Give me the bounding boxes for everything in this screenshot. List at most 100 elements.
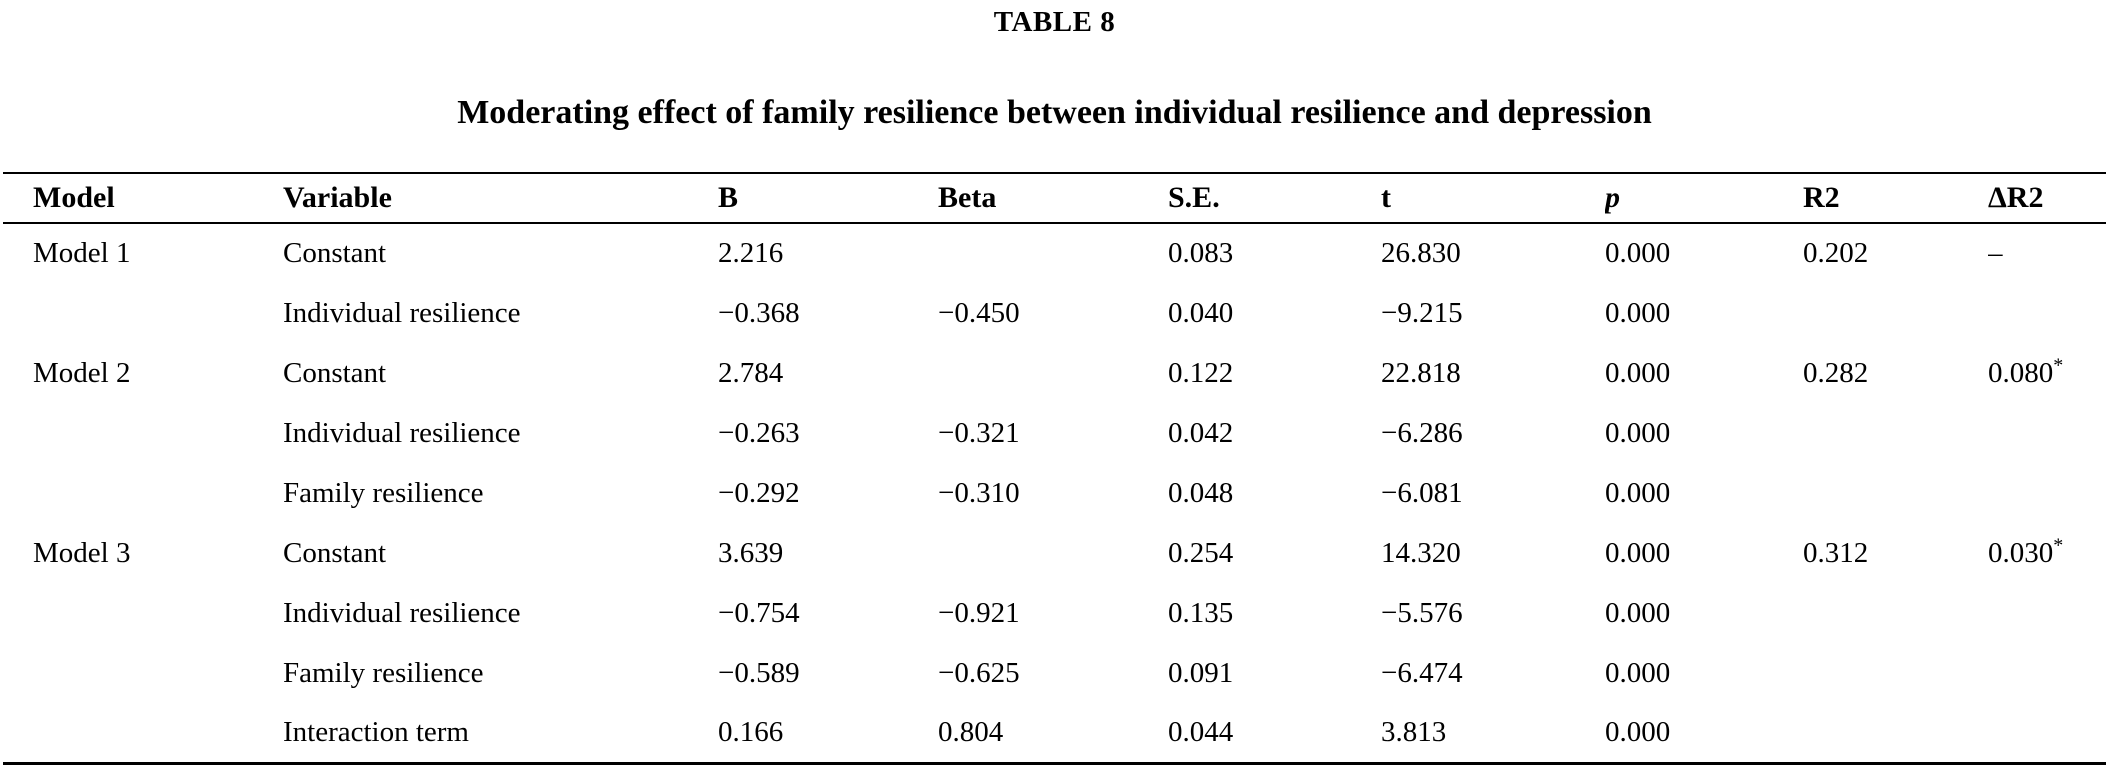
table-cell [1988, 403, 2106, 463]
table-cell: 0.122 [1168, 356, 1234, 389]
table-cell: −9.215 [1381, 296, 1463, 329]
table-cell: 0.804 [938, 715, 1004, 748]
column-header-p: p [1605, 181, 1620, 214]
table-cell [938, 523, 1168, 583]
table-cell: – [1988, 237, 2003, 269]
table-row: Family resilience −0.292 −0.310 0.048 −6.081… [3, 463, 2106, 523]
significance-asterisk: * [2053, 353, 2064, 376]
table-row: Individual resilience −0.263 −0.321 0.042 −6… [3, 403, 2106, 463]
table-cell: 0.000 [1605, 656, 1671, 689]
table-cell [1803, 403, 1988, 463]
table-cell: −0.292 [718, 476, 800, 509]
table-cell: −0.368 [718, 296, 800, 329]
table-cell: Model 3 [33, 536, 131, 569]
table-cell: 0.000 [1605, 476, 1671, 509]
table-cell: −6.081 [1381, 476, 1463, 509]
table-cell: 0.080* [1988, 353, 2064, 389]
table-cell: 2.784 [718, 356, 784, 389]
table-cell: 0.044 [1168, 715, 1234, 748]
table-cell: −6.474 [1381, 656, 1463, 689]
table-cell [1803, 463, 1988, 523]
table-cell: 0.282 [1803, 356, 1869, 389]
column-header-r2: ΔR2 [1988, 181, 2044, 214]
table-cell [1988, 703, 2106, 763]
table-cell: 0.083 [1168, 237, 1234, 269]
table-cell: 0.312 [1803, 536, 1869, 569]
table-cell: 22.818 [1381, 356, 1461, 389]
table-cell [1988, 463, 2106, 523]
table-row: Interaction term 0.166 0.804 0.044 3.813 0.00… [3, 703, 2106, 763]
table-cell: 0.000 [1605, 536, 1671, 569]
table-cell: 0.030* [1988, 533, 2064, 569]
results-table: Model Variable B Beta S.E. t p R2 ΔR2 Model 1 Con… [3, 172, 2106, 765]
table-cell [938, 223, 1168, 283]
table-cell: Individual resilience [283, 296, 521, 329]
table-cell [1803, 283, 1988, 343]
table-cell: 0.000 [1605, 237, 1671, 269]
table-cell: −0.589 [718, 656, 800, 689]
table-body: Model 1 Constant 2.216 0.083 26.830 0.000 0.20… [3, 223, 2106, 763]
table-cell: −6.286 [1381, 416, 1463, 449]
table-cell [1803, 643, 1988, 703]
header-row: Model Variable B Beta S.E. t p R2 ΔR2 [3, 173, 2106, 223]
column-header-s-e: S.E. [1168, 181, 1220, 214]
table-cell: 0.000 [1605, 296, 1671, 329]
table-cell [938, 343, 1168, 403]
table-cell: Model 2 [33, 356, 131, 389]
table-cell: 0.000 [1605, 596, 1671, 629]
table-cell [3, 463, 283, 523]
table-cell: 0.040 [1168, 296, 1234, 329]
table-cell: −0.263 [718, 416, 800, 449]
column-header-model: Model [33, 181, 115, 214]
table-row: Individual resilience −0.368 −0.450 0.040 −9… [3, 283, 2106, 343]
table-cell [1988, 643, 2106, 703]
table-cell: −0.754 [718, 596, 800, 629]
table-row: Family resilience −0.589 −0.625 0.091 −6.474… [3, 643, 2106, 703]
table-cell: −0.450 [938, 296, 1020, 329]
table-cell: Interaction term [283, 715, 469, 748]
table-cell: 3.813 [1381, 715, 1447, 748]
table-cell: 0.254 [1168, 536, 1234, 569]
column-header-t: t [1381, 181, 1391, 214]
table-cell: −0.625 [938, 656, 1020, 689]
table-cell: Individual resilience [283, 416, 521, 449]
table-cell [3, 403, 283, 463]
table-cell: Individual resilience [283, 596, 521, 629]
table-cell: Constant [283, 536, 387, 569]
table-cell [3, 583, 283, 643]
table-cell: Family resilience [283, 476, 484, 509]
table-cell [1988, 283, 2106, 343]
column-header-variable: Variable [283, 181, 392, 214]
table-cell: 26.830 [1381, 237, 1461, 269]
column-header-r2: R2 [1803, 181, 1840, 214]
table-row: Model 2 Constant 2.784 0.122 22.818 0.000 0.28… [3, 343, 2106, 403]
table-cell [3, 703, 283, 763]
table-cell: 0.000 [1605, 356, 1671, 389]
table-cell [1803, 703, 1988, 763]
table-cell: 0.000 [1605, 715, 1671, 748]
column-header-beta: Beta [938, 181, 997, 214]
table-cell: 2.216 [718, 237, 784, 269]
table-cell: 0.091 [1168, 656, 1234, 689]
table-caption: Moderating effect of family resilience b… [457, 94, 1652, 131]
table-row: Model 1 Constant 2.216 0.083 26.830 0.000 0.20… [3, 223, 2106, 283]
column-header-b: B [718, 181, 739, 214]
table-number: TABLE 8 [993, 6, 1116, 38]
significance-asterisk: * [2053, 533, 2064, 556]
table-row: Model 3 Constant 3.639 0.254 14.320 0.000 0.31… [3, 523, 2106, 583]
table-cell: Family resilience [283, 656, 484, 689]
table-cell: −0.310 [938, 476, 1020, 509]
table-cell [1988, 583, 2106, 643]
table-cell: 0.166 [718, 715, 784, 748]
table-cell: 0.042 [1168, 416, 1234, 449]
table-cell: −0.921 [938, 596, 1020, 629]
table-cell: 3.639 [718, 536, 784, 569]
table-cell: −0.321 [938, 416, 1020, 449]
table-cell: −5.576 [1381, 596, 1463, 629]
table-row: Individual resilience −0.754 −0.921 0.135 −5… [3, 583, 2106, 643]
table-cell: 0.135 [1168, 596, 1234, 629]
table-cell: Model 1 [33, 237, 131, 269]
table-cell: 0.048 [1168, 476, 1234, 509]
table-cell: Constant [283, 356, 387, 389]
